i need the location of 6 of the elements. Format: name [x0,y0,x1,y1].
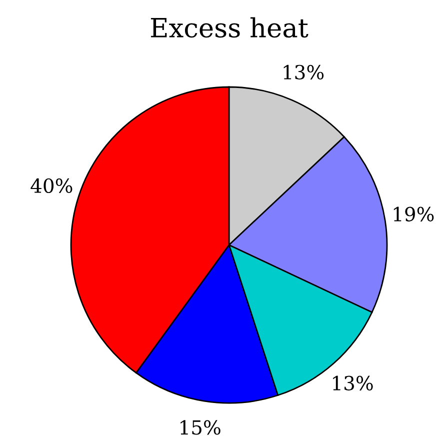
data-label: 13% [284,64,324,80]
chart-title: Excess heat [150,17,308,38]
data-label: 40% [30,178,72,194]
data-label: 15% [180,420,220,435]
data-label: 13% [333,376,373,390]
data-label: 19% [394,206,434,222]
